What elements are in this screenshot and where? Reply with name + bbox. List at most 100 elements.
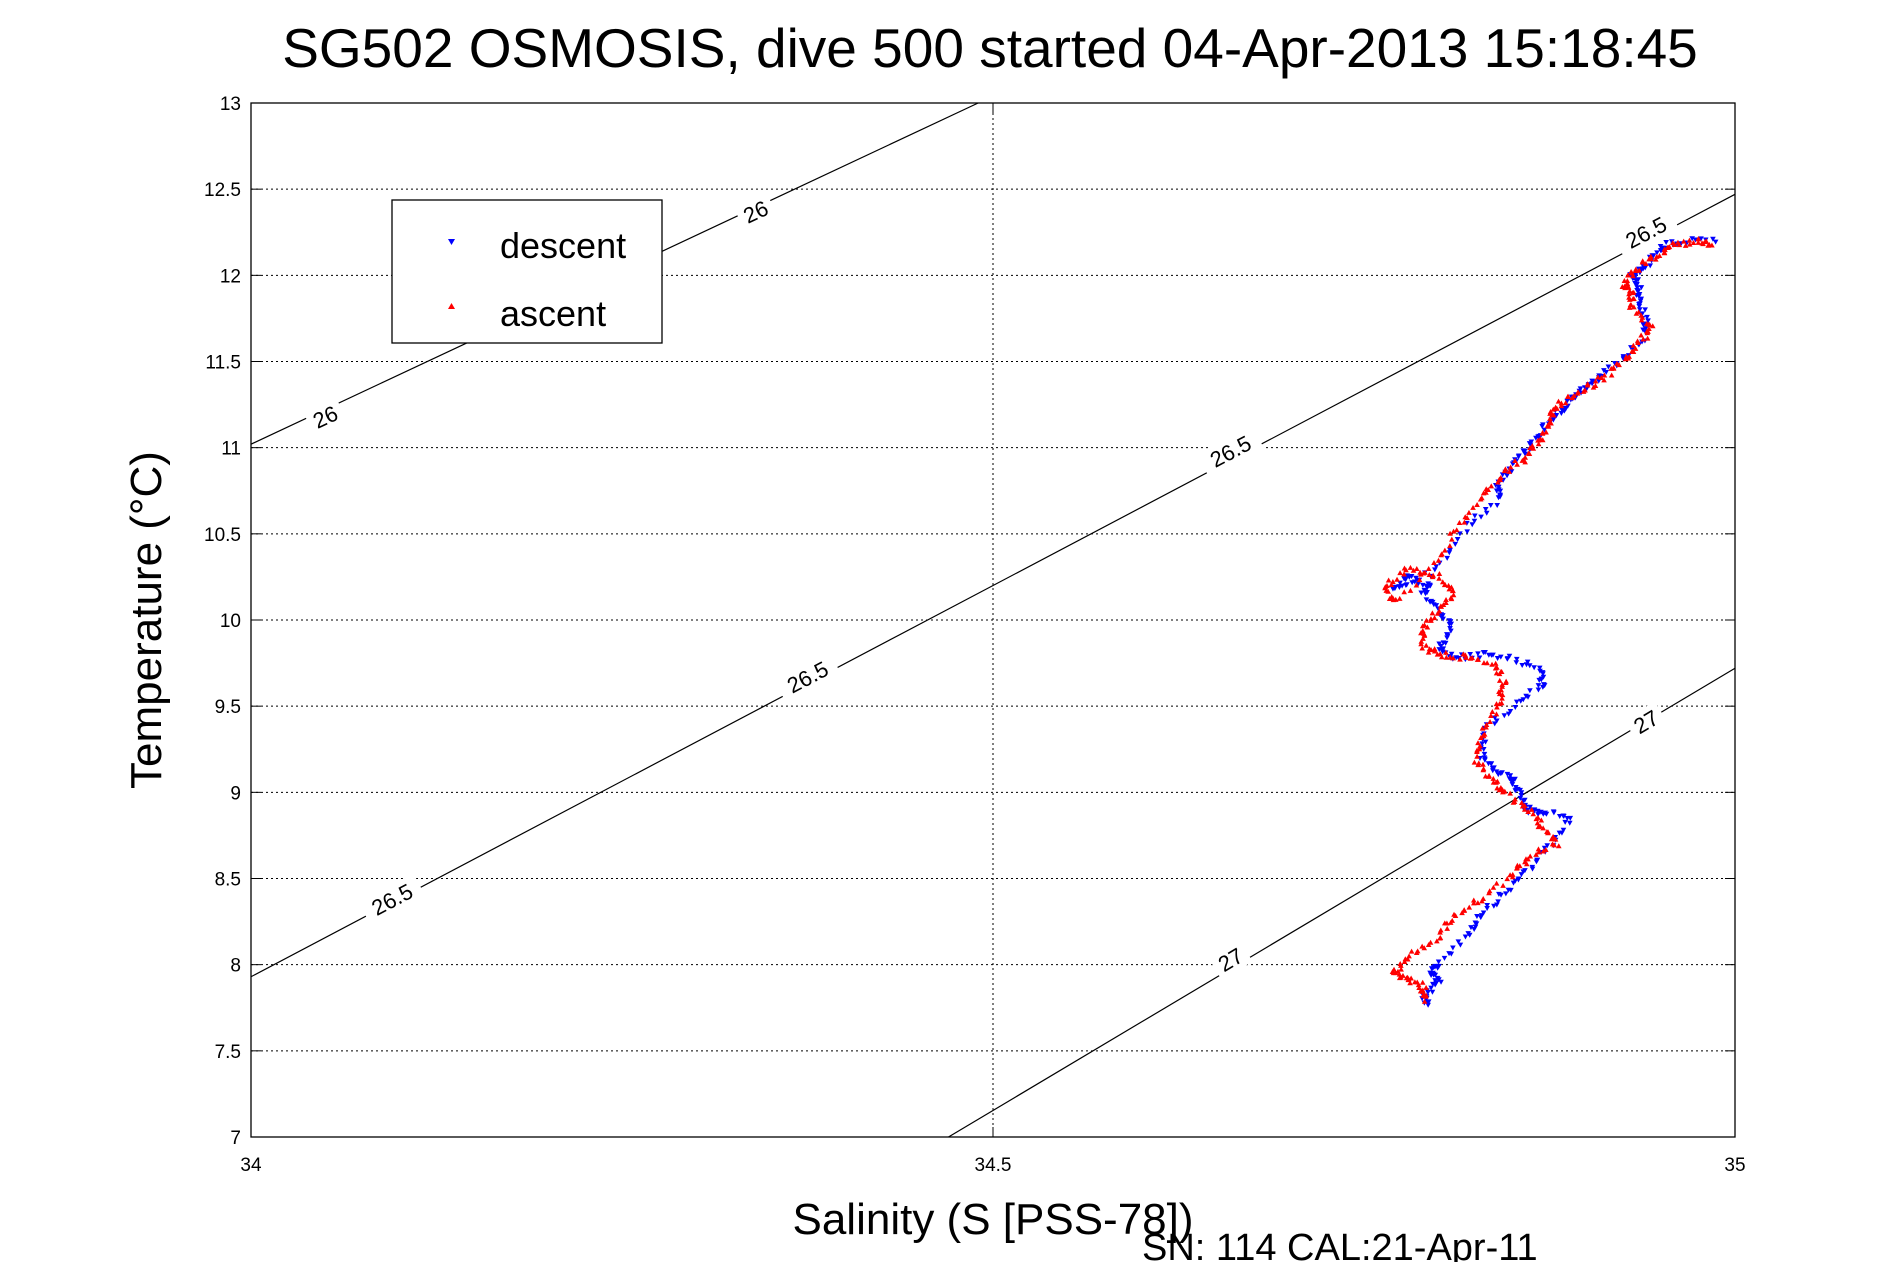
descent-point	[1444, 555, 1450, 561]
descent-point	[1636, 301, 1642, 307]
ascent-point	[1471, 759, 1478, 765]
ascent-point	[1518, 799, 1525, 805]
descent-point	[1452, 541, 1459, 547]
ascent-point	[1598, 375, 1605, 381]
descent-point	[1583, 386, 1590, 392]
ascent-point	[1525, 809, 1531, 815]
ascent-point	[1442, 547, 1448, 553]
ascent-point	[1624, 278, 1631, 284]
ascent-point	[1449, 587, 1456, 593]
ascent-point	[1421, 945, 1428, 951]
ascent-point	[1656, 253, 1663, 259]
descent-point	[1535, 812, 1541, 818]
descent-point	[1516, 453, 1522, 459]
ascent-point	[1538, 817, 1545, 823]
ascent-point	[1500, 789, 1506, 795]
ascent-point	[1431, 615, 1438, 621]
ascent-point	[1492, 660, 1499, 666]
ascent-point	[1444, 920, 1450, 926]
descent-point	[1556, 830, 1563, 836]
descent-point	[1560, 827, 1567, 833]
descent-point	[1453, 655, 1460, 661]
ascent-point	[1425, 565, 1432, 571]
ascent-point	[1514, 461, 1520, 467]
ascent-point	[1419, 627, 1426, 633]
descent-point	[1462, 934, 1469, 940]
ascent-point	[1487, 719, 1493, 725]
ascent-point	[1493, 670, 1500, 676]
ascent-point	[1512, 796, 1518, 802]
descent-point	[1489, 765, 1496, 771]
ascent-point	[1626, 291, 1632, 297]
contour-label-background	[358, 873, 426, 926]
descent-point	[1540, 422, 1546, 428]
descent-point	[1495, 899, 1501, 905]
descent-point	[1663, 239, 1669, 245]
ascent-point	[1542, 846, 1549, 852]
ascent-point	[1498, 687, 1505, 693]
ascent-point	[1401, 958, 1408, 964]
descent-point	[1531, 807, 1538, 813]
ascent-point	[1443, 596, 1449, 602]
ascent-point	[1474, 747, 1480, 753]
ascent-point	[1447, 543, 1453, 549]
descent-point	[1634, 285, 1641, 291]
ascent-point	[1690, 239, 1697, 245]
ascent-point	[1403, 975, 1410, 981]
descent-point	[1481, 755, 1488, 761]
y-axis-label: Temperature (°C)	[122, 451, 171, 789]
ascent-point	[1625, 272, 1631, 278]
density-contour-27	[948, 667, 1736, 1138]
descent-point	[1454, 537, 1461, 543]
descent-point	[1413, 575, 1419, 581]
ascent-point	[1394, 576, 1400, 582]
ascent-point	[1426, 646, 1433, 652]
descent-point	[1527, 688, 1533, 694]
ascent-point	[1537, 436, 1544, 442]
ascent-point	[1424, 624, 1431, 630]
descent-point	[1506, 776, 1513, 782]
y-tick-label: 12.5	[204, 180, 241, 201]
descent-point	[1433, 564, 1439, 570]
y-tick-label: 11	[221, 439, 241, 460]
ascent-point	[1509, 871, 1516, 877]
ascent-point	[1555, 398, 1562, 404]
ascent-point	[1464, 514, 1470, 520]
descent-point	[1519, 663, 1525, 669]
ascent-point	[1490, 884, 1497, 890]
ascent-point	[1474, 656, 1481, 662]
ascent-point	[1474, 753, 1480, 759]
ascent-point	[1443, 654, 1450, 660]
ascent-point	[1398, 962, 1404, 968]
descent-point	[1442, 640, 1449, 646]
ascent-point	[1632, 345, 1639, 351]
ascent-point	[1507, 790, 1513, 796]
ascent-point	[1695, 239, 1702, 245]
descent-point	[1481, 751, 1488, 757]
legend-box	[391, 199, 663, 344]
ascent-point	[1533, 816, 1540, 822]
ascent-point	[1638, 332, 1644, 338]
ascent-point	[1493, 701, 1500, 707]
descent-point	[1540, 811, 1547, 817]
ascent-point	[1483, 724, 1489, 730]
ascent-point	[1423, 617, 1430, 623]
contour-label-background	[774, 650, 841, 703]
ascent-point	[1493, 880, 1500, 886]
y-tick-label: 11.5	[205, 353, 241, 374]
ascent-point	[1500, 882, 1506, 888]
ascent-point	[1386, 595, 1393, 601]
descent-point	[1427, 599, 1433, 605]
descent-point	[1479, 741, 1485, 747]
descent-point	[1441, 955, 1448, 961]
descent-point	[1392, 584, 1399, 590]
density-contour-26-5	[250, 193, 1736, 978]
descent-point	[1531, 665, 1537, 671]
series-ascent	[1382, 236, 1715, 1004]
ascent-point	[1535, 846, 1542, 852]
ascent-point	[1523, 861, 1530, 867]
descent-point	[1513, 656, 1520, 662]
ascent-point	[1540, 848, 1547, 854]
descent-point	[1498, 892, 1504, 898]
descent-point	[1538, 676, 1545, 682]
